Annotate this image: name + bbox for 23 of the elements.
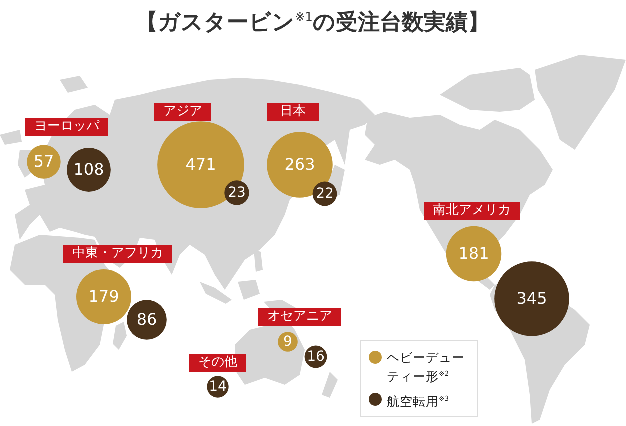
category-label: 日本 xyxy=(267,103,319,121)
category-label: アジア xyxy=(154,103,212,121)
data-label: 108 xyxy=(74,160,104,179)
data-label: 181 xyxy=(458,244,490,263)
data-label: 263 xyxy=(284,155,316,174)
data-label: 471 xyxy=(186,155,216,174)
data-label: 22 xyxy=(316,186,334,202)
text: 【ガスタービン$^{※1}$の受注台数実績】 xyxy=(136,9,490,36)
category-label: 中東・アフリカ xyxy=(64,245,172,263)
data-label: 9 xyxy=(284,334,292,350)
legend-label: 航空転用$^{※3}$ xyxy=(387,393,450,410)
category-label: オセアニア xyxy=(258,308,342,326)
data-label: 16 xyxy=(307,349,325,365)
data-label: 14 xyxy=(209,379,227,395)
category-label: 南北アメリカ xyxy=(424,202,520,220)
data-label: 57 xyxy=(34,152,54,171)
category-label: ヨーロッパ xyxy=(26,118,108,136)
legend-label: ヘビーデューティー形$^{※2}$ xyxy=(387,349,466,386)
category-label: その他 xyxy=(190,354,246,372)
data-label: 345 xyxy=(516,289,548,308)
data-label: 179 xyxy=(88,287,120,306)
data-label: 86 xyxy=(136,310,158,329)
data-label: 23 xyxy=(228,185,246,201)
